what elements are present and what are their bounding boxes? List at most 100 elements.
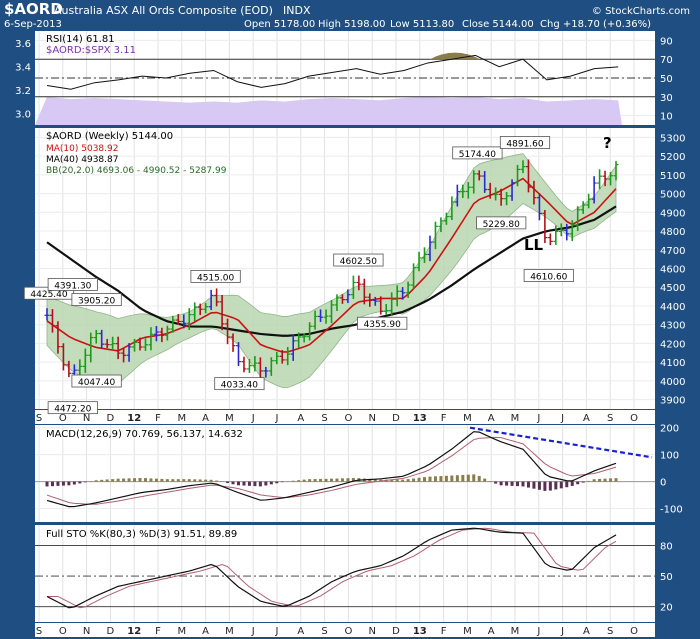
- price-right-tick: 4500: [660, 283, 685, 294]
- x-tick-label-top: M: [177, 413, 186, 424]
- macd-histogram-bar: [269, 481, 273, 485]
- macd-histogram-bar: [182, 479, 186, 482]
- macd-histogram-bar: [461, 474, 465, 482]
- rsi-right-tick: 30: [660, 93, 673, 104]
- price-callout-box: [476, 216, 527, 230]
- x-tick-label-bottom: J: [536, 626, 540, 637]
- macd-histogram-bar: [61, 481, 65, 486]
- symbol-title: $AORD: [4, 0, 63, 18]
- macd-histogram-bar: [614, 478, 618, 482]
- price-right-tick: 4900: [660, 208, 685, 219]
- macd-histogram-bar: [472, 474, 476, 482]
- price-layer: 4425.40 4472.20 4391.30 4047.40 3905.20 4515.…: [23, 136, 619, 415]
- price-callout-label: 4355.90: [364, 320, 401, 330]
- x-tick-label-bottom: A: [488, 626, 495, 637]
- macd-histogram-bar: [526, 481, 530, 488]
- x-tick-label-top: F: [441, 413, 447, 424]
- ratio-left-tick: 3.2: [15, 86, 31, 97]
- sto-right-tick: 20: [660, 603, 673, 614]
- macd-right-tick: 200: [660, 424, 679, 435]
- x-tick-label-top: A: [488, 413, 495, 424]
- price-right-tick: 5200: [660, 152, 685, 163]
- macd-histogram-bar: [242, 481, 246, 486]
- macd-histogram-bar: [412, 478, 416, 482]
- x-tick-label-top: O: [630, 413, 638, 424]
- ma40-legend: MA(40) 4938.87: [46, 155, 118, 165]
- macd-histogram-bar: [444, 475, 448, 482]
- low-value: Low 5113.80: [390, 19, 454, 30]
- x-tick-label-bottom: O: [344, 626, 352, 637]
- macd-histogram-bar: [581, 481, 585, 483]
- macd-histogram-bar: [450, 475, 454, 482]
- macd-histogram-bar: [133, 478, 137, 482]
- rsi-right-tick: 70: [660, 55, 673, 66]
- price-callout-label: 4391.30: [54, 281, 91, 291]
- sto-layer: [35, 527, 655, 609]
- price-callout-label: 4610.60: [530, 273, 567, 283]
- macd-histogram-bar: [160, 478, 164, 482]
- x-tick-label-top: A: [583, 413, 590, 424]
- macd-histogram-bar: [428, 476, 432, 482]
- open-value: Open 5178.00: [244, 19, 315, 30]
- macd-histogram-bar: [45, 481, 49, 487]
- macd-histogram-bar: [390, 479, 394, 482]
- x-tick-label-bottom: O: [59, 626, 67, 637]
- macd-trendline: [469, 426, 653, 459]
- close-value: Close 5144.00: [462, 19, 534, 30]
- watermark: © StockCharts.com: [592, 6, 690, 17]
- bb-legend: BB(20,2.0) 4693.06 - 4990.52 - 5287.99: [46, 166, 227, 176]
- macd-histogram-bar: [297, 480, 301, 482]
- macd-histogram-bar: [187, 479, 191, 482]
- macd-histogram-bar: [330, 478, 334, 482]
- macd-histogram-bar: [302, 479, 306, 482]
- macd-right-tick: 100: [660, 451, 679, 462]
- axis-layer: S S O O N N D D 12 12 F F M M A A M M J J J J A A S S O O N N D D 13 13 F F…: [15, 36, 685, 637]
- macd-histogram-bar: [313, 479, 317, 482]
- macd-histogram-bar: [483, 478, 487, 482]
- macd-histogram-bar: [335, 478, 339, 482]
- x-tick-label-bottom: M: [177, 626, 186, 637]
- macd-histogram-bar: [417, 477, 421, 482]
- price-callout-box: [214, 377, 265, 391]
- macd-histogram-bar: [373, 479, 377, 482]
- macd-histogram-bar: [351, 478, 355, 482]
- macd-histogram-bar: [466, 474, 470, 482]
- x-tick-label-top: F: [155, 413, 161, 424]
- rsi-title: RSI(14) 61.81: [46, 34, 115, 45]
- ratio-left-tick: 3.0: [15, 109, 31, 120]
- price-callout-box: [452, 146, 503, 160]
- price-right-tick: 4300: [660, 321, 685, 332]
- macd-histogram-bar: [499, 481, 503, 486]
- macd-histogram-bar: [537, 481, 541, 490]
- macd-histogram-bar: [149, 478, 153, 482]
- macd-histogram-bar: [494, 481, 498, 484]
- macd-histogram-bar: [165, 479, 169, 482]
- x-tick-label-bottom: A: [202, 626, 209, 637]
- macd-histogram-bar: [291, 480, 295, 482]
- macd-histogram-bar: [122, 478, 126, 482]
- macd-histogram-bar: [587, 480, 591, 482]
- macd-histogram-bar: [231, 481, 235, 485]
- x-tick-label-bottom: D: [107, 626, 115, 637]
- x-tick-label-top: D: [107, 413, 115, 424]
- macd-histogram-bar: [308, 479, 312, 482]
- x-tick-label-top: A: [202, 413, 209, 424]
- x-tick-label-bottom: N: [83, 626, 90, 637]
- macd-histogram-bar: [516, 481, 520, 487]
- price-right-tick: 4000: [660, 377, 685, 388]
- rsi-right-tick: 10: [660, 112, 673, 123]
- price-right-tick: 5000: [660, 190, 685, 201]
- x-tick-label-bottom: 13: [413, 626, 427, 637]
- macd-right-tick: -100: [660, 505, 683, 516]
- x-tick-label-bottom: A: [297, 626, 304, 637]
- price-callout-box: [71, 374, 122, 388]
- change-value: Chg +18.70 (+0.36%): [540, 19, 651, 30]
- x-tick-label-top: J: [275, 413, 279, 424]
- x-tick-label-top: D: [392, 413, 400, 424]
- macd-histogram-bar: [253, 481, 257, 487]
- price-right-tick: 4800: [660, 227, 685, 238]
- macd-histogram-bar: [401, 479, 405, 482]
- macd-histogram-bar: [209, 479, 213, 482]
- macd-histogram-bar: [532, 481, 536, 489]
- macd-histogram-bar: [603, 478, 607, 482]
